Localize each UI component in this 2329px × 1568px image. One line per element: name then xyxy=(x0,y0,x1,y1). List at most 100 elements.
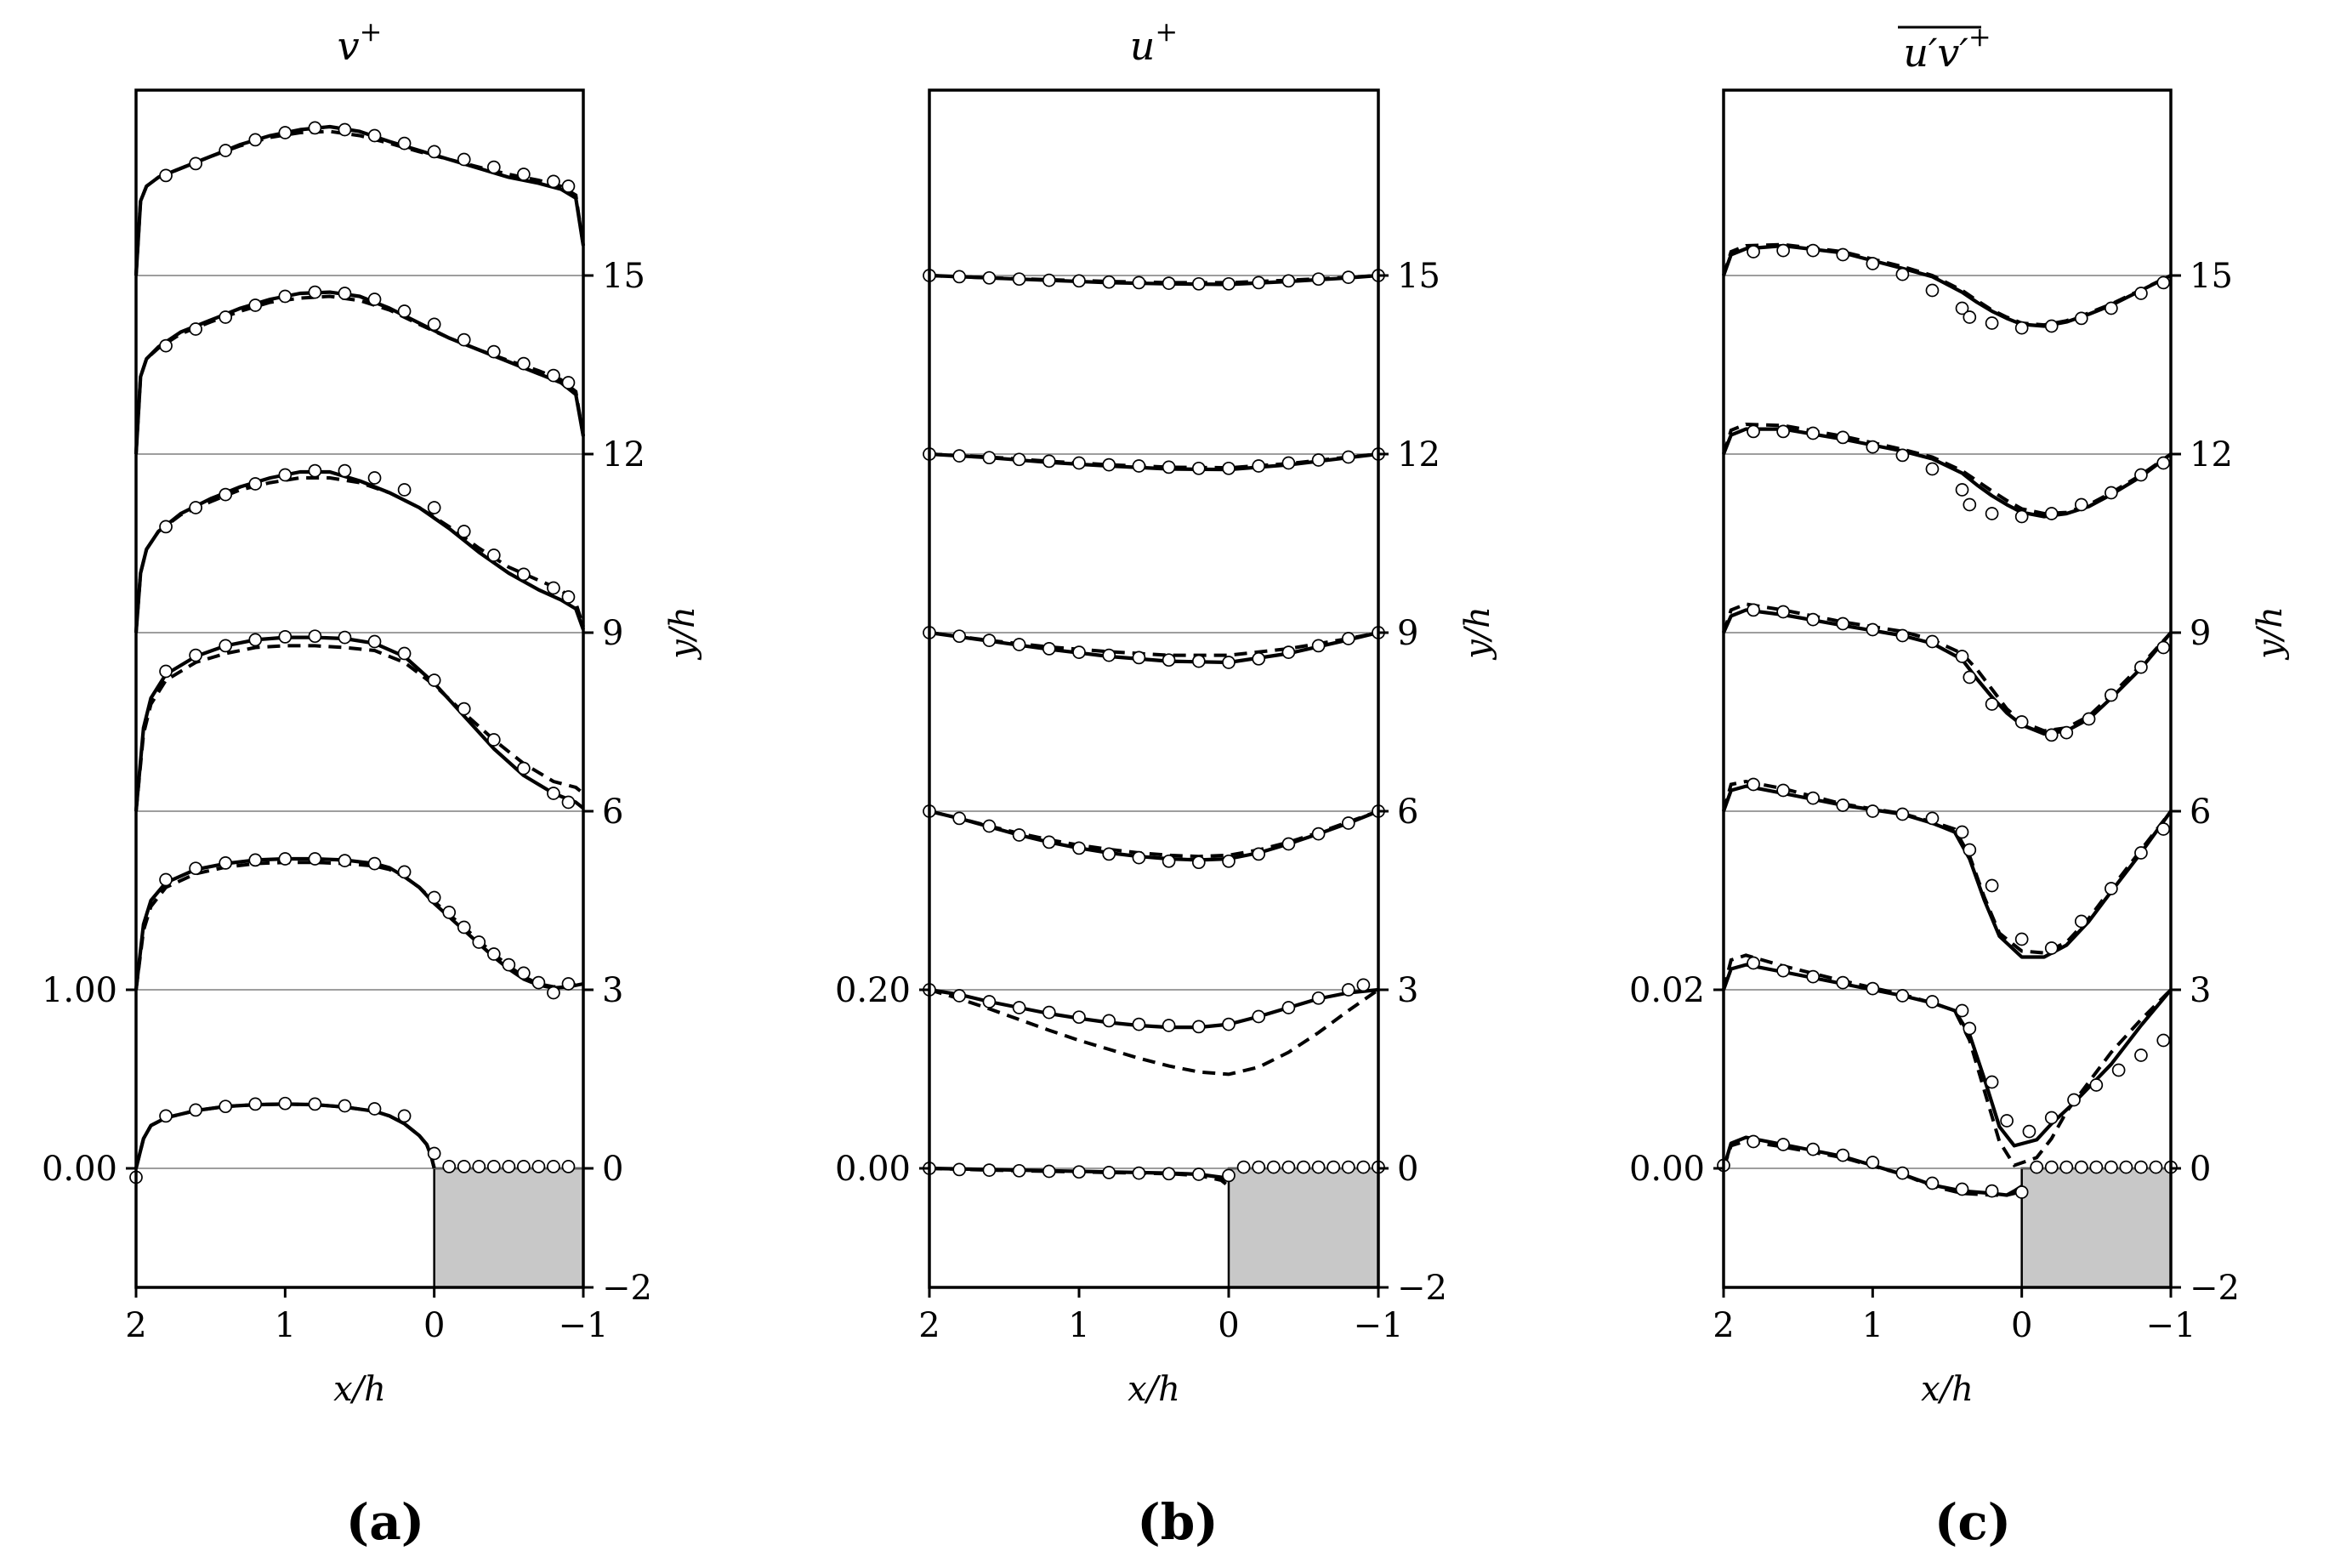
data-marker xyxy=(547,986,560,1000)
y-tick-label-right: 9 xyxy=(602,614,623,653)
data-marker xyxy=(278,1096,293,1111)
data-marker xyxy=(1963,1021,1977,1036)
data-marker xyxy=(1895,989,1910,1003)
data-marker xyxy=(1191,461,1206,475)
dashed-line-profile-15 xyxy=(1722,242,2172,327)
data-marker xyxy=(159,1109,173,1123)
data-marker xyxy=(1281,645,1296,659)
data-marker xyxy=(1132,459,1146,473)
data-marker xyxy=(308,121,322,135)
y-tick-label-right: −2 xyxy=(2190,1269,2240,1308)
data-marker xyxy=(1341,983,1355,997)
data-marker xyxy=(1222,854,1236,868)
data-marker xyxy=(1102,275,1116,289)
data-marker xyxy=(1955,1182,1969,1196)
data-marker xyxy=(561,977,576,991)
solid-line-profile-9 xyxy=(929,630,1379,665)
y-tick-label-right: 12 xyxy=(1397,435,1440,474)
data-marker xyxy=(1806,243,1821,258)
data-marker xyxy=(457,152,471,167)
data-marker xyxy=(1776,243,1790,258)
data-marker xyxy=(982,270,997,285)
data-marker xyxy=(219,310,233,324)
data-marker xyxy=(1963,843,1977,857)
data-marker xyxy=(1776,605,1790,619)
data-marker xyxy=(561,179,576,193)
data-marker xyxy=(1747,424,1760,439)
y-tick-label-right: −2 xyxy=(602,1269,652,1308)
data-marker xyxy=(338,463,352,478)
data-marker xyxy=(2134,1048,2148,1062)
data-marker xyxy=(219,487,233,502)
solid-line-profile-0 xyxy=(133,1102,436,1169)
data-marker xyxy=(189,861,202,876)
data-marker xyxy=(219,856,233,870)
y-tick-label-right: 15 xyxy=(1397,257,1440,296)
data-marker xyxy=(486,548,501,562)
data-marker xyxy=(2156,276,2171,290)
data-marker xyxy=(1072,1010,1086,1025)
data-marker xyxy=(952,989,967,1003)
data-marker xyxy=(1866,257,1880,270)
data-marker xyxy=(952,1162,967,1177)
data-marker xyxy=(1895,267,1910,281)
data-marker xyxy=(1985,316,1999,330)
data-marker xyxy=(2156,1033,2171,1048)
data-marker xyxy=(1311,639,1326,653)
data-marker xyxy=(1162,1167,1176,1181)
y-tick-label-left: 0.02 xyxy=(1629,971,1705,1010)
data-marker xyxy=(1985,878,1999,893)
data-marker xyxy=(1776,783,1790,798)
data-marker xyxy=(367,856,382,871)
dashed-line-profile-12 xyxy=(929,452,1379,470)
data-marker xyxy=(2105,1160,2118,1174)
data-marker xyxy=(952,270,967,284)
data-marker xyxy=(338,854,352,867)
y-tick-label-left: 0.20 xyxy=(835,971,911,1010)
data-marker xyxy=(1072,456,1086,470)
data-marker xyxy=(1012,1163,1026,1178)
data-marker xyxy=(547,174,560,189)
data-marker xyxy=(1925,462,1940,476)
panel-c: 2 1 0 −1−2 0 3 6 9 12 15 0.00 0.02 x/h y/h u′v′+ (c) xyxy=(1629,20,2290,1551)
x-tick-label: −1 xyxy=(1354,1306,1404,1345)
data-marker xyxy=(982,1163,997,1177)
data-marker xyxy=(1281,837,1296,851)
data-marker xyxy=(547,581,560,595)
data-marker xyxy=(2105,882,2118,895)
data-marker xyxy=(1806,791,1821,805)
y-tick-label-left: 0.00 xyxy=(1629,1150,1705,1189)
data-marker xyxy=(338,287,352,300)
data-marker xyxy=(442,1160,457,1173)
panel-b: 2 1 0 −1−2 0 3 6 9 12 15 0.00 0.20 x/h y/h u+ (b) xyxy=(835,15,1497,1551)
data-marker xyxy=(2074,311,2088,326)
data-marker xyxy=(1836,616,1850,631)
panel-label: (b) xyxy=(1137,1493,1218,1551)
data-marker xyxy=(2156,456,2171,470)
data-marker xyxy=(2044,941,2059,955)
solid-line-profile-3 xyxy=(929,987,1379,1030)
data-marker xyxy=(308,852,322,866)
data-marker xyxy=(1895,628,1910,643)
data-marker xyxy=(1042,642,1056,656)
data-marker xyxy=(1925,995,1940,1008)
y-tick-label-right: 9 xyxy=(1397,614,1418,653)
y-tick-label-right: 9 xyxy=(2190,614,2211,653)
data-marker xyxy=(982,633,997,647)
data-marker xyxy=(2134,1160,2148,1174)
data-marker xyxy=(1806,612,1821,627)
data-marker xyxy=(1012,638,1026,651)
data-marker xyxy=(1776,424,1790,439)
data-marker xyxy=(1042,835,1056,849)
data-marker xyxy=(982,819,997,833)
data-marker xyxy=(367,128,382,143)
data-marker xyxy=(189,648,202,662)
data-marker xyxy=(2082,712,2096,726)
data-marker xyxy=(248,298,263,312)
x-tick-label: 1 xyxy=(1862,1306,1883,1345)
data-marker xyxy=(2059,1160,2074,1174)
data-marker xyxy=(308,629,322,644)
dashed-line-profile-15 xyxy=(929,274,1379,285)
data-marker xyxy=(1356,1160,1371,1174)
y-axis-label: y/h xyxy=(1458,606,1497,661)
